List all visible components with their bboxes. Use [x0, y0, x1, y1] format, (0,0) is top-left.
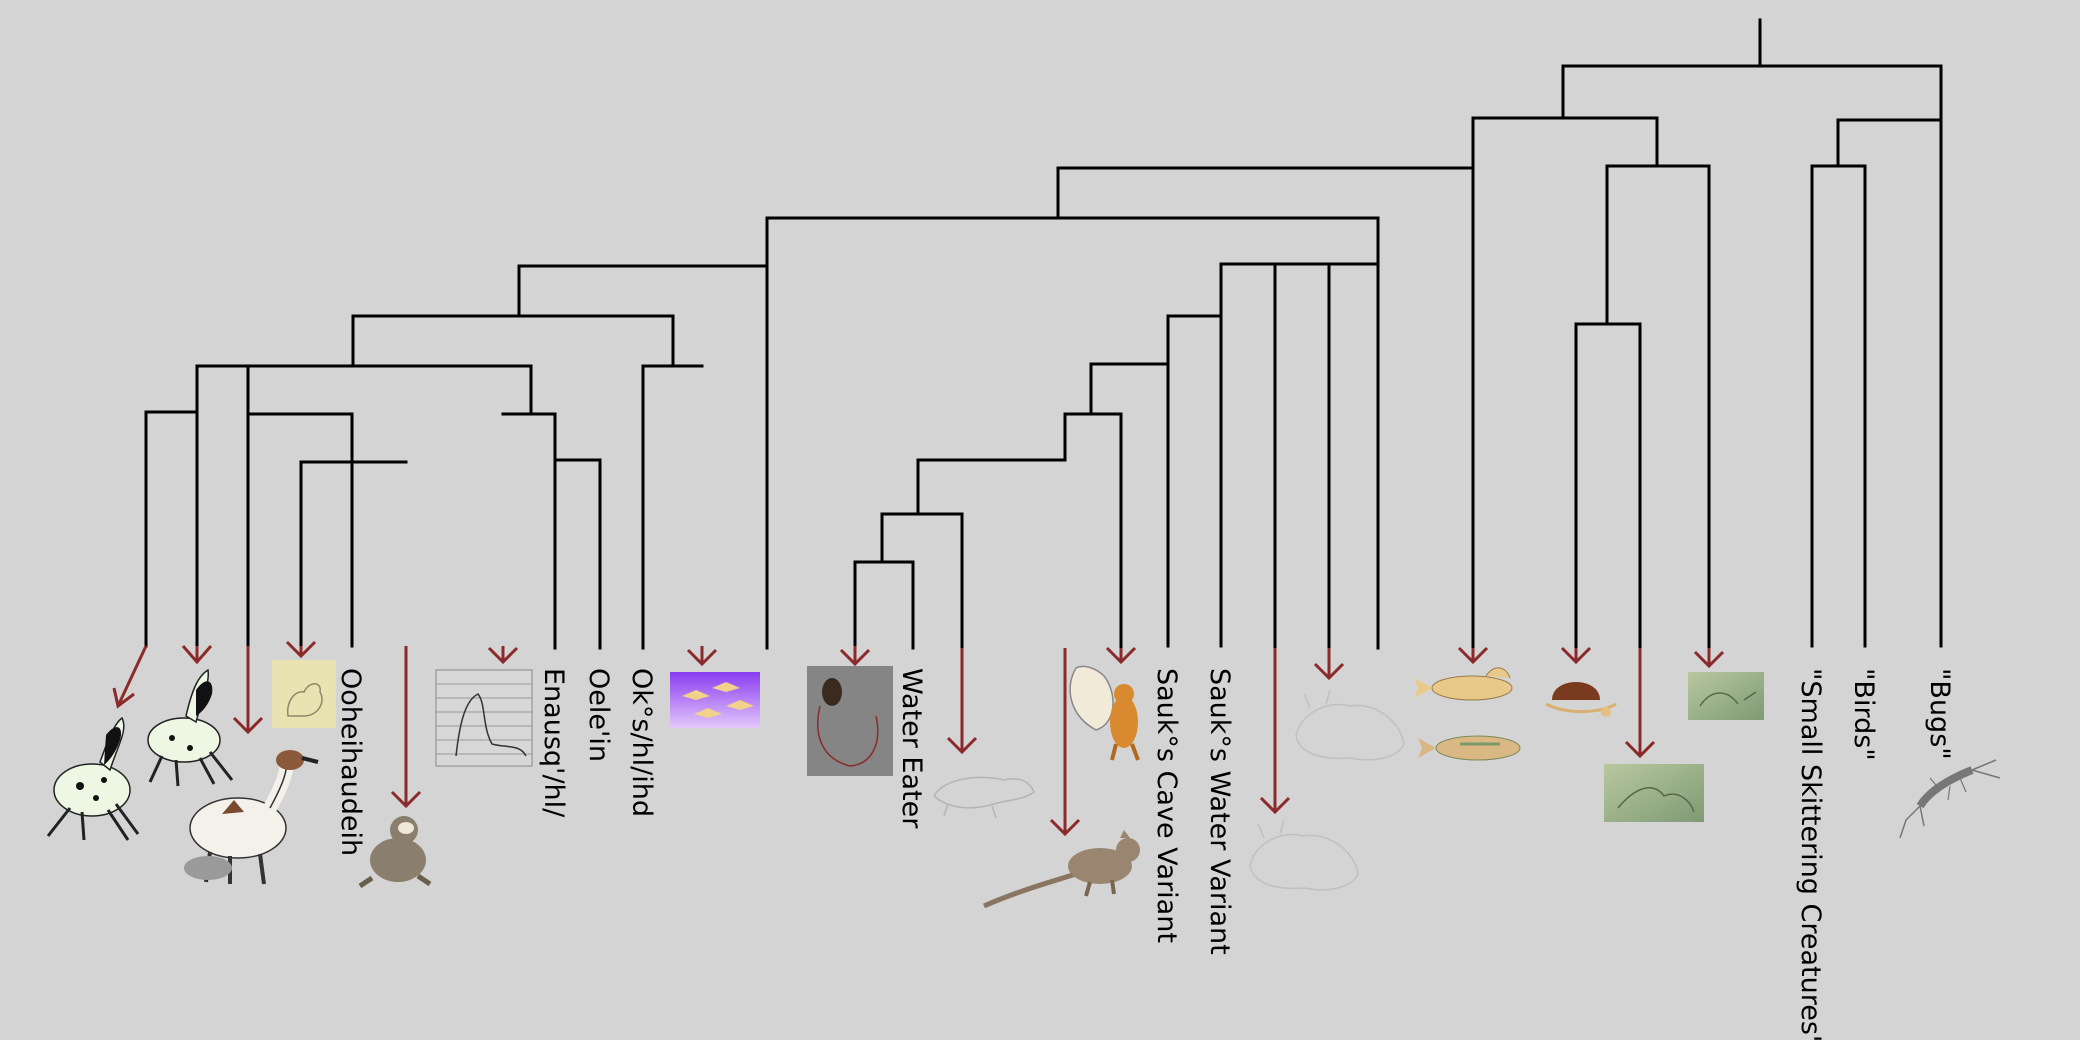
taxon-labels: Ooheihaudeih Enausq'/hl/ Oele'in Ok°s/hl…	[335, 668, 1955, 1040]
label-sauks-water-variant: Sauk°s Water Variant	[1204, 668, 1235, 955]
descendant-arrow	[1313, 648, 1345, 681]
green-sketch-thumbnail-icon	[1688, 672, 1764, 720]
shelled-creature-icon	[1545, 682, 1617, 717]
label-birds: "Birds"	[1848, 668, 1879, 761]
horned-creature-sketch-2-icon	[1249, 819, 1359, 891]
lined-paper-sketch-icon	[435, 669, 533, 767]
label-okshlihd: Ok°s/hl/ihd	[626, 668, 657, 817]
spotted-quadruped-sketch-2-icon	[147, 668, 234, 787]
dark-creature-on-grey-icon	[807, 666, 893, 776]
label-small-skittering-creatures: "Small Skittering Creatures"	[1795, 668, 1826, 1040]
label-water-eater: Water Eater	[896, 668, 927, 829]
bird-sketch-on-paper-icon	[272, 660, 336, 728]
fish-creature-2-icon	[1418, 735, 1521, 761]
descendant-arrow	[839, 646, 871, 667]
descendant-arrow	[946, 648, 978, 755]
long-tailed-rodent-icon	[982, 830, 1140, 909]
descendant-arrow	[1049, 648, 1081, 837]
descendant-arrow	[1693, 648, 1725, 669]
descendant-arrow	[686, 646, 718, 667]
horned-creature-sketch-icon	[1295, 689, 1405, 761]
label-bugs: "Bugs"	[1924, 668, 1955, 760]
descendant-arrow	[232, 646, 264, 735]
label-oelein: Oele'in	[583, 668, 614, 762]
descendant-arrow	[1259, 648, 1291, 815]
descendant-arrow	[1105, 646, 1137, 665]
descendant-arrow	[390, 646, 422, 809]
purple-flying-creatures-icon	[670, 672, 760, 728]
orange-gliding-creature-icon	[1069, 665, 1140, 761]
green-sketch-thumbnail-2-icon	[1604, 764, 1704, 822]
small-quadruped-sketch-icon	[933, 776, 1035, 819]
tree-branches	[144, 18, 1943, 650]
descendant-arrow	[1624, 648, 1656, 759]
descendant-arrows	[112, 640, 1725, 837]
creature-illustrations	[46, 660, 2001, 909]
descendant-arrow	[1457, 646, 1489, 665]
seated-creature-sketch-icon	[358, 816, 432, 889]
spotted-quadruped-sketch-icon	[46, 716, 140, 841]
descendant-arrow	[285, 640, 317, 659]
fish-creature-icon	[1414, 667, 1513, 701]
descendant-arrow	[1560, 646, 1592, 665]
insect-sketch-icon	[1899, 759, 2001, 839]
label-ooheihaudeih: Ooheihaudeih	[335, 668, 366, 856]
long-necked-beast-with-rider-icon	[184, 750, 319, 885]
descendant-arrow	[181, 645, 213, 665]
descendant-arrow	[112, 645, 148, 709]
label-sauks-cave-variant: Sauk°s Cave Variant	[1151, 668, 1182, 943]
descendant-arrow	[487, 646, 519, 665]
label-enausq: Enausq'/hl/	[538, 668, 569, 818]
